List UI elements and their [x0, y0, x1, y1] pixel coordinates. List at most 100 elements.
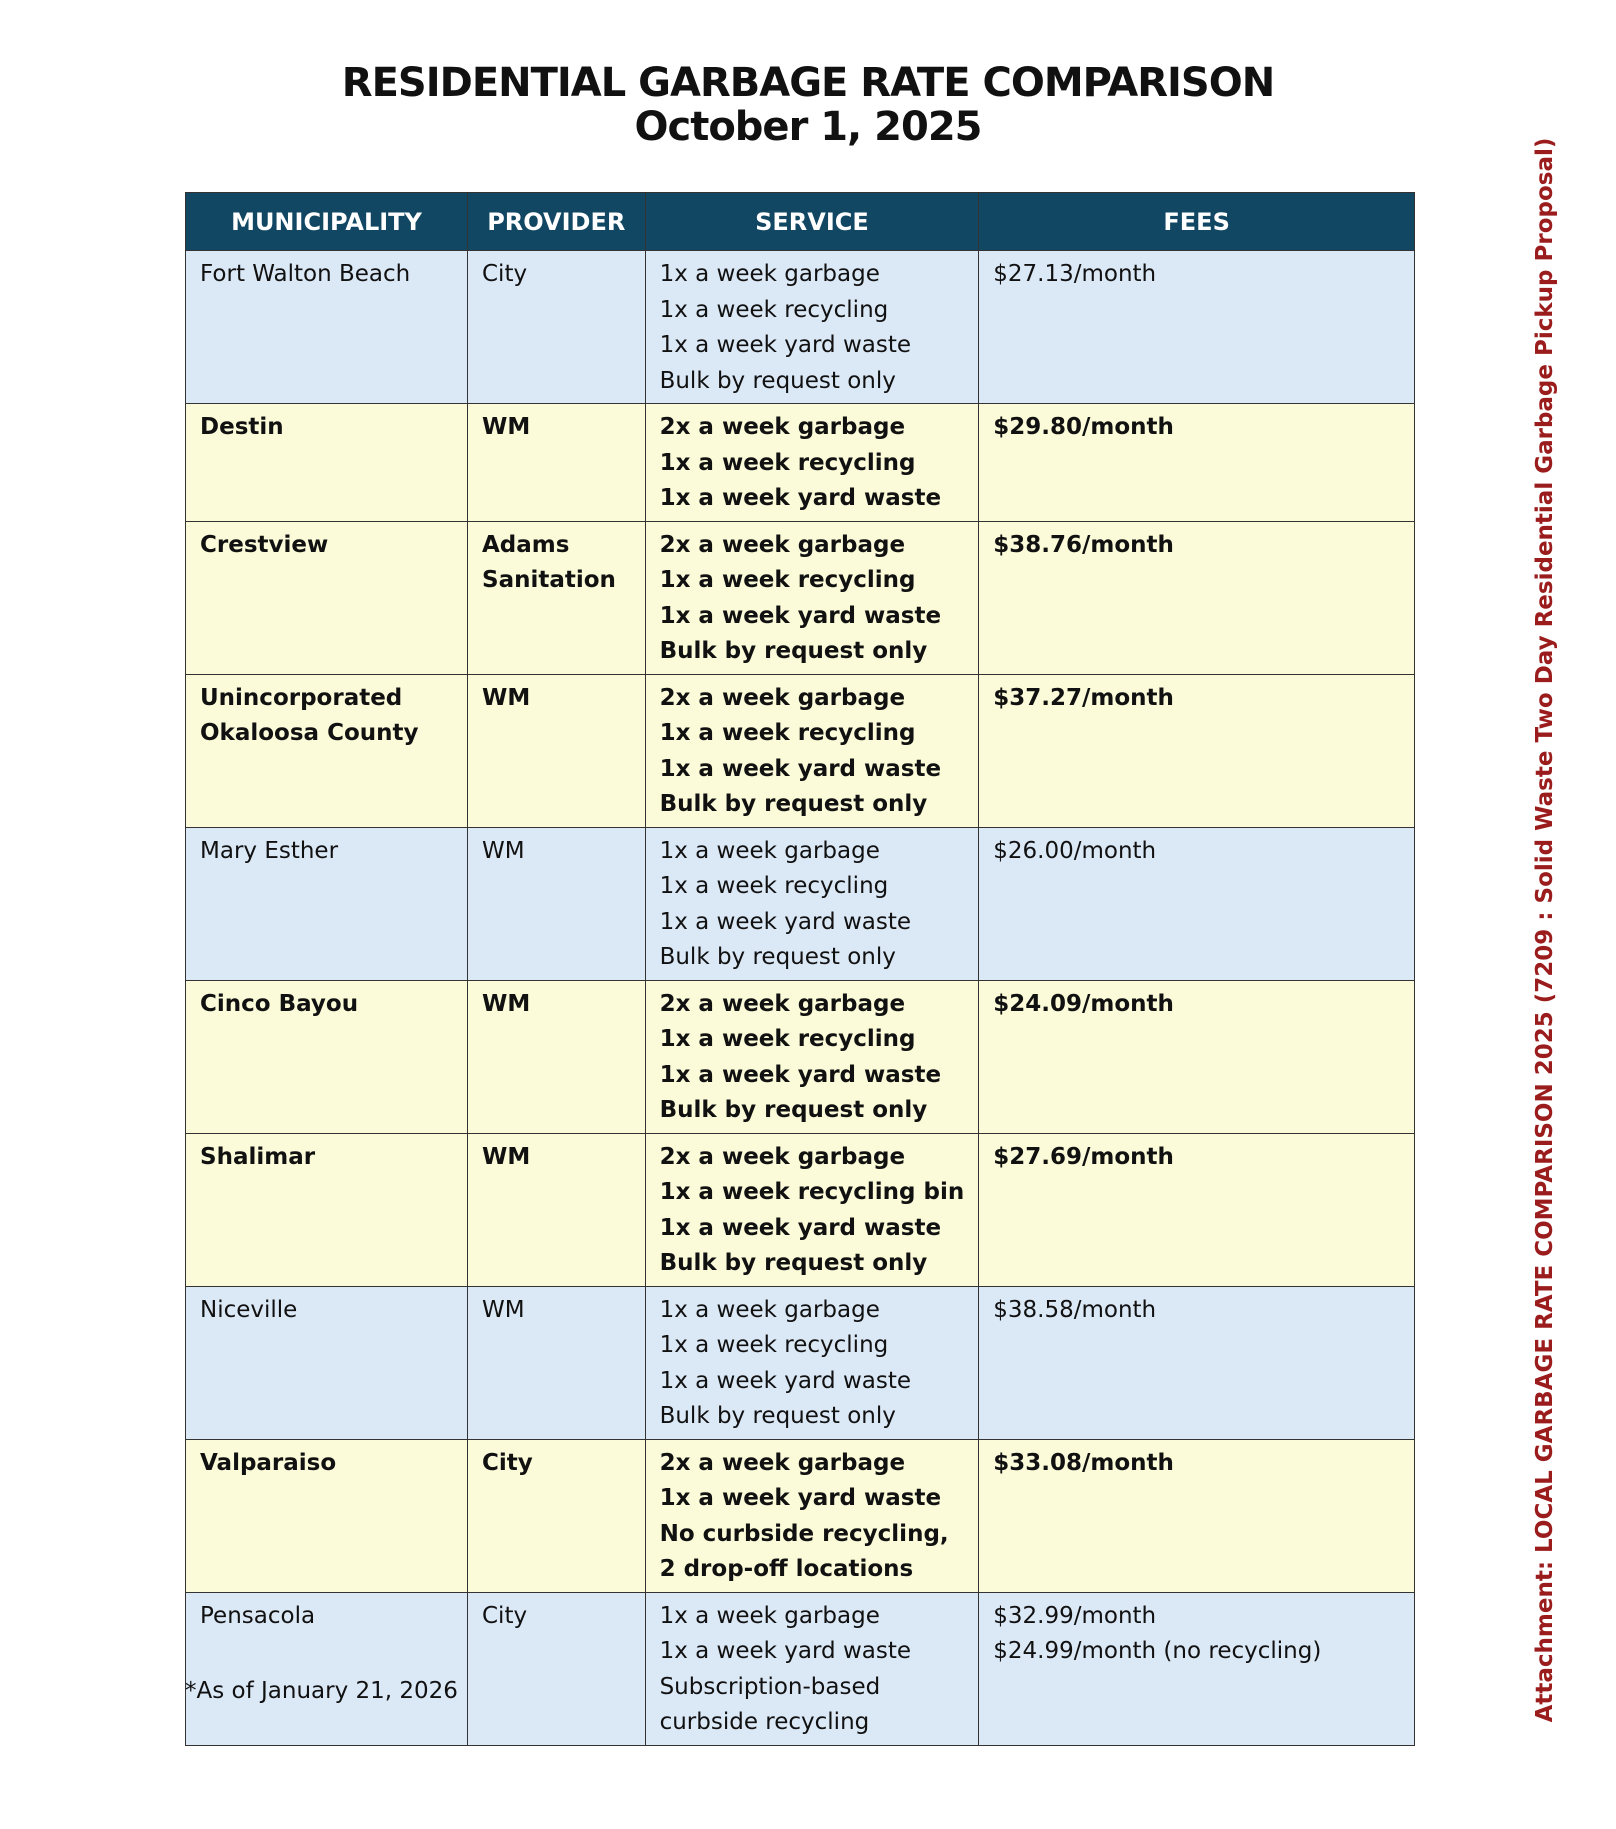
service-text: 1x a week garbage — [659, 261, 880, 287]
service-text: Bulk by request only — [659, 1250, 928, 1276]
table-row: Valparaiso City 2x a week garbage 1x a week… — [185, 1438, 1415, 1593]
cell-municipality: Unincorporated Okaloosa County — [185, 673, 468, 828]
cell-provider: WM — [467, 1285, 646, 1440]
municipality-text: Cinco Bayou — [200, 990, 359, 1017]
municipality-text: Shalimar — [200, 1143, 316, 1170]
service-text: 1x a week yard waste — [659, 755, 942, 782]
municipality-text: Okaloosa County — [200, 720, 419, 746]
table-row: Pensacola City 1x a week garbage 1x a week … — [185, 1591, 1415, 1746]
service-text: 2x a week garbage — [659, 414, 906, 440]
cell-service: 1x a week garbage 1x a week recycling 1x a… — [644, 250, 980, 404]
service-text: Bulk by request only — [659, 367, 896, 394]
cell-service: 1x a week garbage 1x a week yard waste Sub… — [644, 1591, 980, 1746]
provider-text: WM — [482, 1143, 531, 1170]
cell-service: 1x a week garbage 1x a week recycling 1x a… — [644, 1285, 980, 1440]
cell-municipality: Destin — [185, 403, 468, 522]
rate-table: MUNICIPALITY PROVIDER SERVICE FEES Fort … — [185, 192, 1415, 1746]
cell-fees: $32.99/month $24.99/month (no recycling) — [978, 1591, 1415, 1746]
service-text: 1x a week garbage — [659, 837, 880, 864]
municipality-text: Destin — [200, 414, 284, 440]
fees-text: $29.80/month — [993, 414, 1174, 440]
service-text: 1x a week recycling — [659, 449, 916, 476]
municipality-text: Fort Walton Beach — [200, 261, 411, 287]
fees-text: $26.00/month — [993, 837, 1157, 864]
table-row: Unincorporated Okaloosa County WM 2x a week… — [185, 673, 1415, 828]
cell-provider: WM — [467, 673, 646, 828]
fees-text: $33.08/month — [993, 1449, 1174, 1476]
service-text: Bulk by request only — [659, 791, 928, 817]
service-text: 1x a week yard waste — [659, 908, 912, 935]
cell-municipality: Crestview — [185, 520, 468, 675]
cell-municipality: Niceville — [185, 1285, 468, 1440]
provider-text: City — [482, 261, 528, 287]
cell-municipality: Pensacola — [185, 1591, 468, 1746]
cell-service: 2x a week garbage 1x a week recycling 1x a… — [644, 520, 980, 675]
header-provider: PROVIDER — [467, 192, 646, 251]
service-text: 2x a week garbage — [659, 990, 906, 1017]
fees-text: $27.69/month — [993, 1143, 1174, 1170]
fees-text: $27.13/month — [993, 261, 1157, 287]
municipality-text: Unincorporated — [200, 684, 403, 711]
service-text: 1x a week recycling bin — [659, 1179, 965, 1205]
provider-text: WM — [482, 684, 531, 711]
table-row: Destin WM 2x a week garbage 1x a week recyc… — [185, 403, 1415, 522]
cell-fees: $27.69/month — [978, 1132, 1415, 1287]
service-text: Bulk by request only — [659, 944, 896, 970]
service-text: 1x a week recycling — [659, 1332, 889, 1358]
table-row: Crestview Adams Sanitation 2x a week garbag… — [185, 520, 1415, 675]
provider-text: City — [482, 1602, 528, 1629]
footnote: *As of January 21, 2026 — [185, 1678, 458, 1704]
service-text: 2 drop-off locations — [659, 1556, 914, 1582]
cell-fees: $26.00/month — [978, 826, 1415, 981]
fees-text: $38.76/month — [993, 531, 1174, 558]
cell-fees: $33.08/month — [978, 1438, 1415, 1593]
service-text: Subscription-based — [659, 1673, 881, 1700]
cell-provider: City — [467, 1591, 646, 1746]
service-text: 1x a week yard waste — [659, 332, 912, 358]
fees-text: $32.99/month — [993, 1602, 1157, 1629]
cell-provider: WM — [467, 979, 646, 1134]
fees-text: $24.99/month (no recycling) — [993, 1638, 1322, 1664]
header-municipality: MUNICIPALITY — [185, 192, 468, 251]
cell-provider: Adams Sanitation — [467, 520, 646, 675]
provider-text: City — [482, 1449, 533, 1476]
table-row: Cinco Bayou WM 2x a week garbage 1x a week … — [185, 979, 1415, 1134]
service-text: 2x a week garbage — [659, 1449, 906, 1476]
service-text: 1x a week recycling — [659, 873, 889, 899]
cell-municipality: Valparaiso — [185, 1438, 468, 1593]
cell-service: 2x a week garbage 1x a week recycling 1x a… — [644, 979, 980, 1134]
header-fees: FEES — [978, 192, 1415, 251]
table-row: Mary Esther WM 1x a week garbage 1x a week … — [185, 826, 1415, 981]
service-text: 1x a week recycling — [659, 1026, 916, 1052]
provider-text: Adams — [482, 531, 570, 558]
cell-municipality: Cinco Bayou — [185, 979, 468, 1134]
service-text: 1x a week yard waste — [659, 485, 942, 511]
fees-text: $37.27/month — [993, 684, 1174, 711]
cell-fees: $38.76/month — [978, 520, 1415, 675]
cell-service: 2x a week garbage 1x a week recycling 1x a… — [644, 673, 980, 828]
municipality-text: Crestview — [200, 531, 329, 558]
service-text: 2x a week garbage — [659, 684, 906, 711]
service-text: 1x a week yard waste — [659, 1638, 912, 1664]
provider-text: WM — [482, 990, 531, 1017]
subtitle-date: October 1, 2025 — [634, 104, 982, 150]
cell-service: 2x a week garbage 1x a week recycling 1x a… — [644, 403, 980, 522]
service-text: Bulk by request only — [659, 1403, 896, 1429]
cell-provider: WM — [467, 403, 646, 522]
cell-fees: $24.09/month — [978, 979, 1415, 1134]
service-text: 2x a week garbage — [659, 1143, 906, 1170]
table-header: MUNICIPALITY PROVIDER SERVICE FEES — [185, 192, 1415, 251]
provider-text: WM — [482, 1296, 525, 1323]
service-text: 1x a week recycling — [659, 720, 916, 746]
header-service: SERVICE — [644, 192, 980, 251]
table-row: Shalimar WM 2x a week garbage 1x a week rec… — [185, 1132, 1415, 1287]
service-text: 1x a week yard waste — [659, 1214, 942, 1241]
municipality-text: Niceville — [200, 1296, 298, 1323]
fees-text: $38.58/month — [993, 1296, 1157, 1323]
cell-municipality: Shalimar — [185, 1132, 468, 1287]
service-text: Bulk by request only — [659, 1097, 928, 1123]
service-text: 2x a week garbage — [659, 531, 906, 558]
service-text: 1x a week garbage — [659, 1296, 880, 1323]
attachment-label: Attachment: LOCAL GARBAGE RATE COMPARISO… — [1532, 137, 1558, 1723]
